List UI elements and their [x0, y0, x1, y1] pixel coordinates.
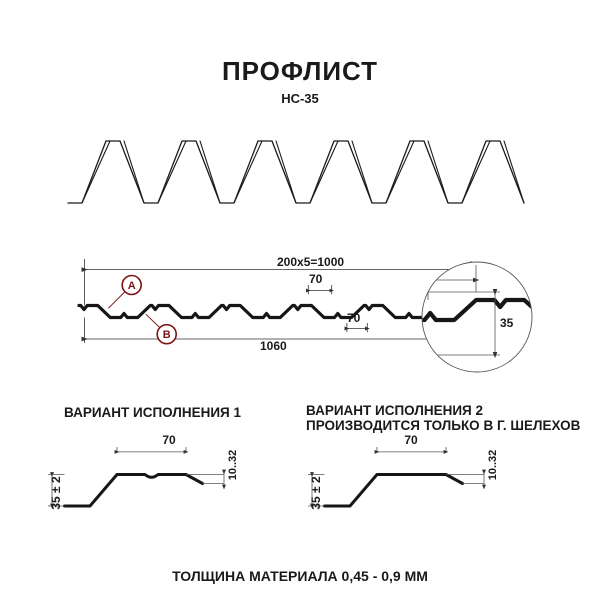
svg-text:35: 35 [500, 316, 514, 330]
svg-text:ПРОИЗВОДИТСЯ ТОЛЬКО В Г. ШЕЛЕХ: ПРОИЗВОДИТСЯ ТОЛЬКО В Г. ШЕЛЕХОВ [306, 418, 581, 433]
svg-text:10..32: 10..32 [227, 450, 239, 481]
svg-text:70: 70 [404, 433, 418, 447]
svg-text:ВАРИАНТ ИСПОЛНЕНИЯ 2: ВАРИАНТ ИСПОЛНЕНИЯ 2 [306, 403, 483, 418]
svg-text:ПРОФЛИСТ: ПРОФЛИСТ [222, 56, 378, 86]
svg-text:B: B [163, 329, 171, 341]
svg-text:ТОЛЩИНА МАТЕРИАЛА 0,45 - 0,9 М: ТОЛЩИНА МАТЕРИАЛА 0,45 - 0,9 ММ [172, 568, 428, 584]
svg-text:1060: 1060 [260, 339, 287, 353]
svg-text:ВАРИАНТ ИСПОЛНЕНИЯ 1: ВАРИАНТ ИСПОЛНЕНИЯ 1 [64, 405, 241, 420]
svg-text:200x5=1000: 200x5=1000 [277, 255, 344, 269]
svg-text:10..32: 10..32 [487, 450, 499, 481]
svg-text:НС-35: НС-35 [281, 91, 319, 106]
svg-text:70: 70 [309, 272, 323, 286]
svg-text:A: A [128, 280, 136, 292]
svg-text:35 ± 2: 35 ± 2 [49, 476, 63, 510]
svg-text:35 ± 2: 35 ± 2 [309, 476, 323, 510]
svg-text:70: 70 [162, 433, 176, 447]
